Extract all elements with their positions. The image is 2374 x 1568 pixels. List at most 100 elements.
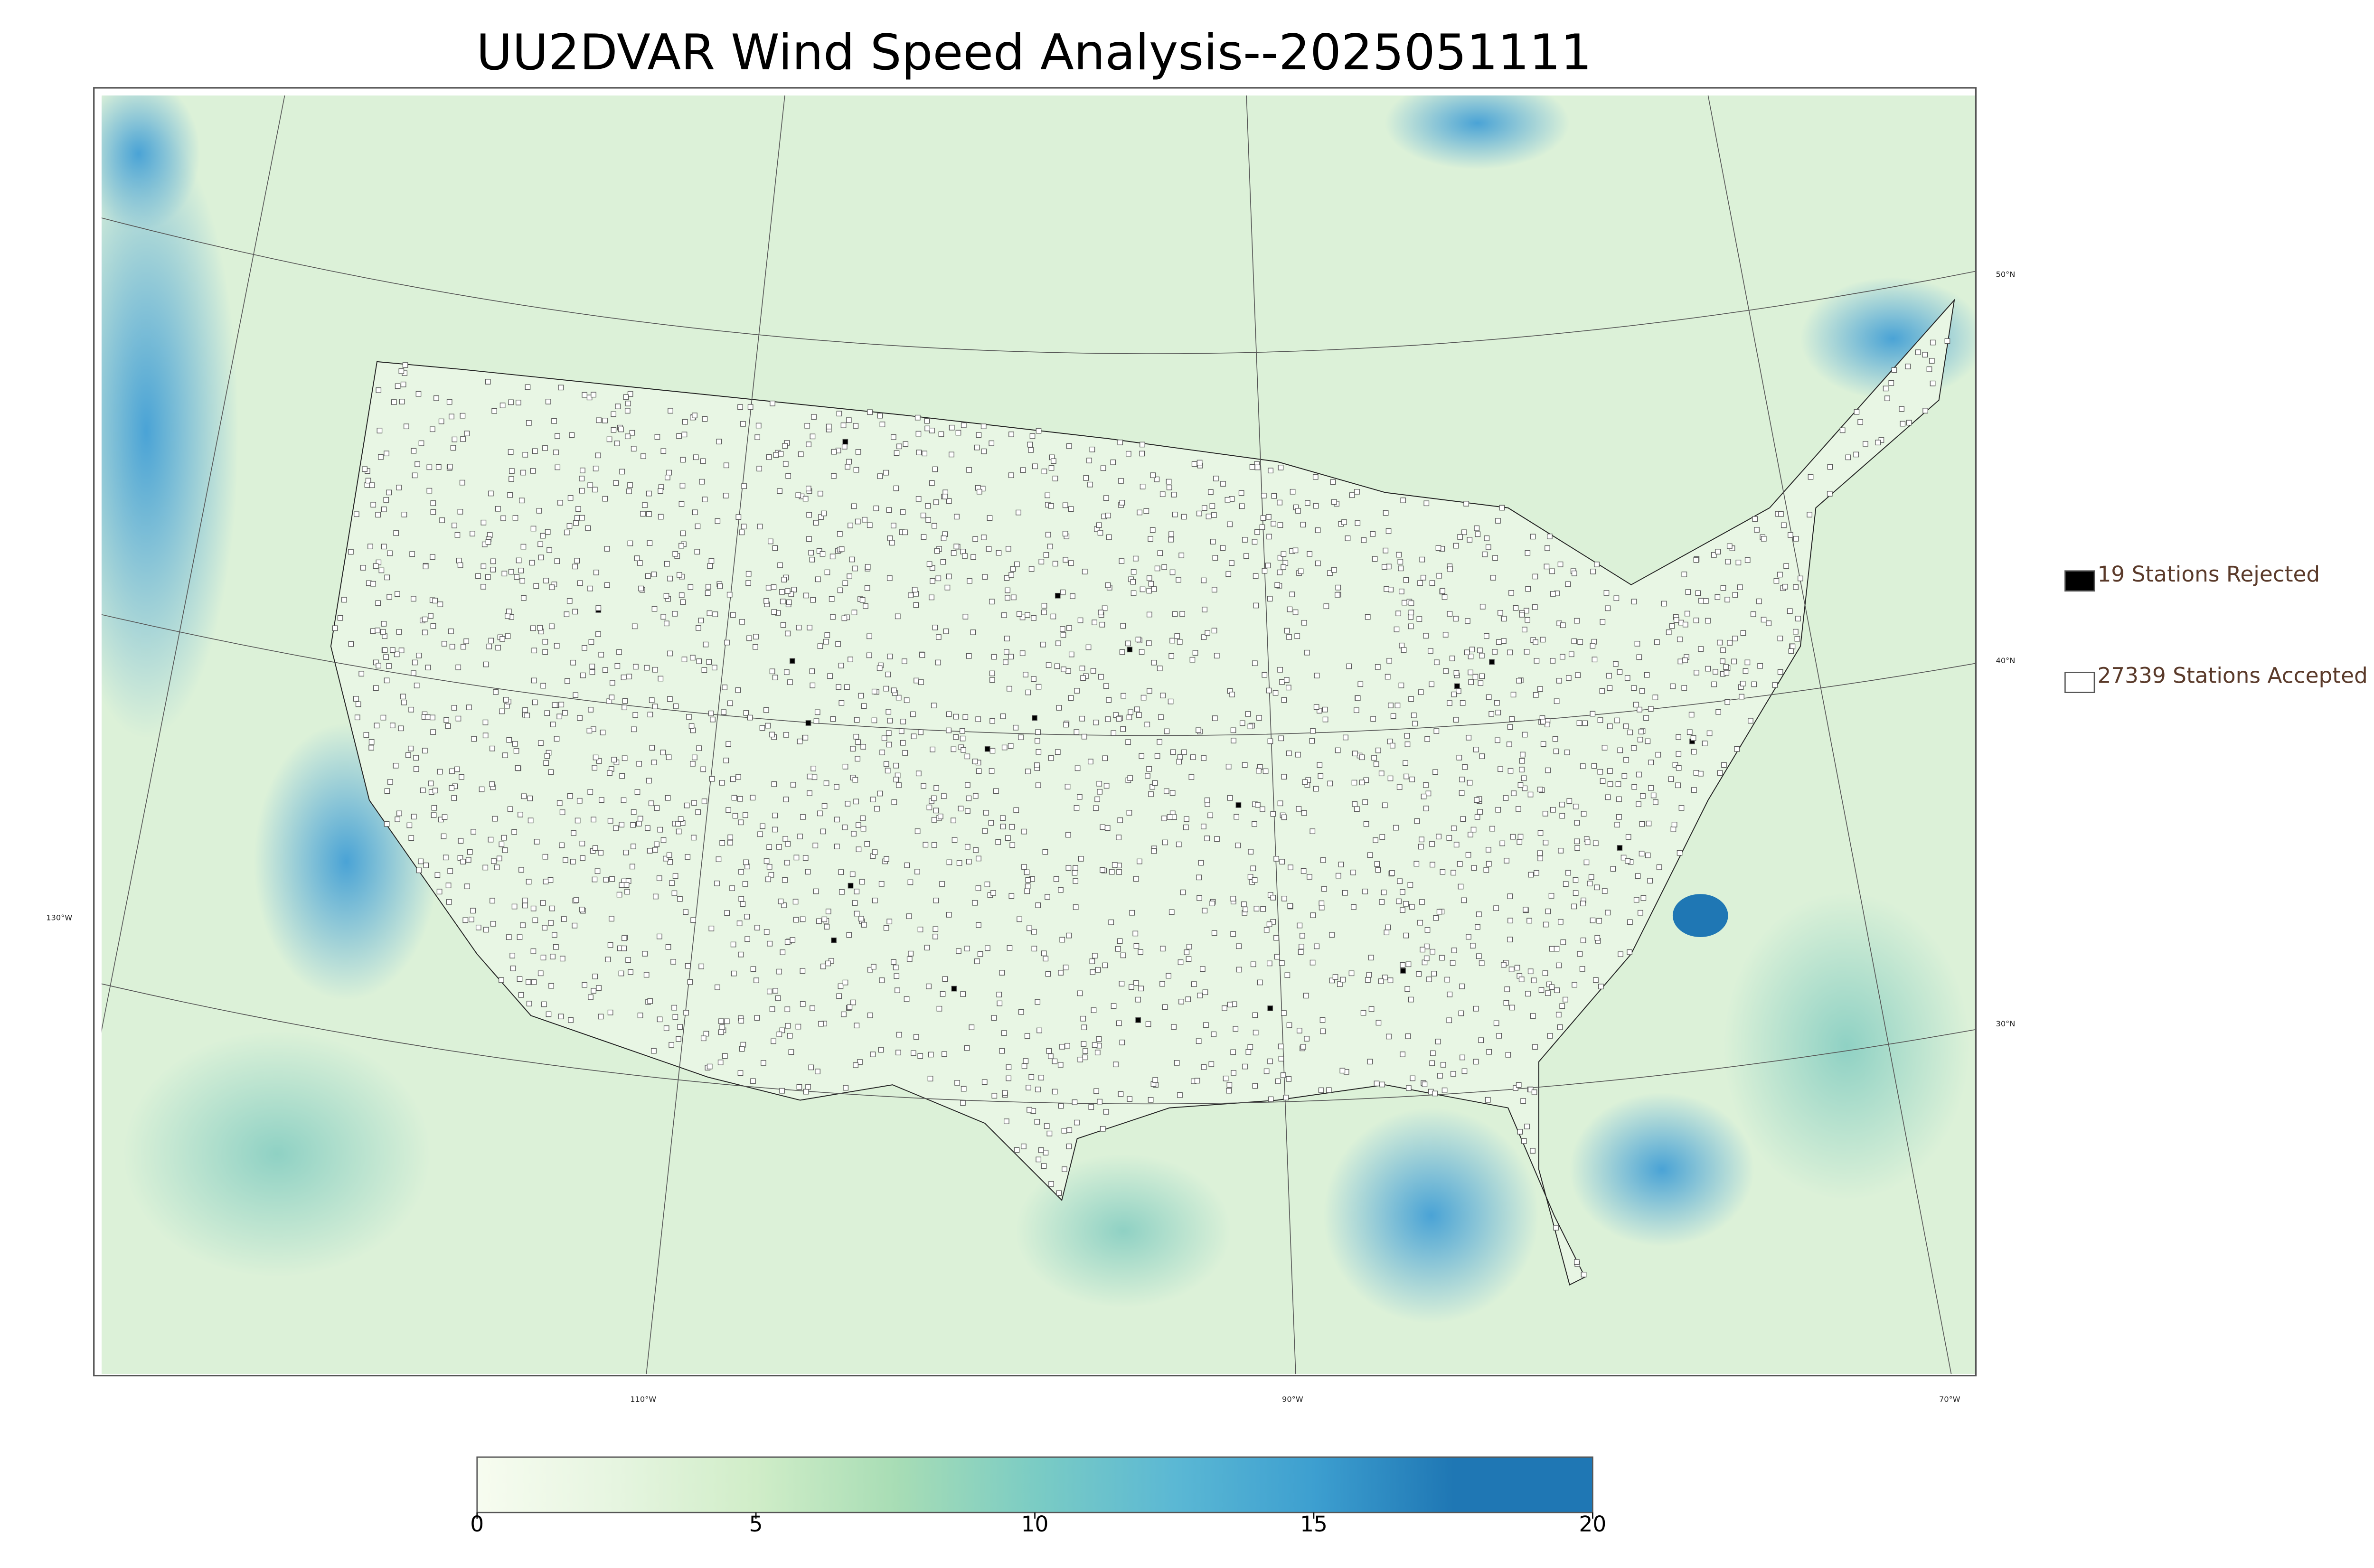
- station-marker: [1732, 592, 1738, 598]
- station-marker: [470, 531, 475, 536]
- station-marker: [708, 710, 714, 716]
- station-marker: [1048, 465, 1055, 471]
- station-marker: [592, 765, 598, 771]
- station-marker: [1242, 1063, 1248, 1070]
- station-marker: [1617, 747, 1623, 753]
- station-marker: [660, 750, 666, 755]
- station-marker: [1484, 535, 1490, 541]
- station-marker: [618, 426, 624, 432]
- station-marker: [732, 813, 738, 819]
- station-marker: [977, 951, 983, 957]
- station-marker: [1446, 835, 1452, 841]
- station-marker: [1263, 1068, 1270, 1074]
- station-marker: [506, 737, 512, 743]
- station-marker: [676, 1036, 681, 1042]
- station-marker: [1417, 920, 1423, 926]
- station-marker: [574, 558, 580, 563]
- station-marker: [981, 448, 987, 454]
- station-marker: [1170, 749, 1176, 755]
- wind-area: [1323, 1108, 1539, 1324]
- station-marker: [1211, 628, 1217, 634]
- station-marker: [455, 664, 462, 670]
- station-marker: [374, 723, 380, 729]
- station-marker: [726, 592, 733, 598]
- station-marker: [1196, 874, 1202, 881]
- station-marker: [1627, 919, 1633, 925]
- station-marker: [506, 609, 512, 614]
- station-marker: [1068, 695, 1074, 701]
- station-marker: [1146, 766, 1152, 772]
- station-marker: [1310, 728, 1316, 734]
- station-marker: [1072, 870, 1078, 876]
- station-marker: [966, 795, 972, 801]
- station-marker: [1508, 590, 1514, 596]
- station-marker: [802, 855, 809, 861]
- station-marker: [542, 649, 548, 655]
- station-marker: [871, 717, 877, 723]
- wind-area: [101, 95, 200, 231]
- station-marker: [1441, 1088, 1448, 1093]
- station-marker: [1092, 620, 1097, 625]
- station-marker: [1099, 621, 1105, 628]
- station-marker: [1559, 1003, 1565, 1009]
- station-marker: [1675, 782, 1681, 789]
- station-marker: [1419, 836, 1424, 843]
- station-marker: [831, 473, 837, 479]
- station-marker: [1743, 668, 1749, 674]
- station-marker: [1408, 623, 1414, 629]
- station-marker: [859, 879, 865, 885]
- station-marker: [1584, 839, 1591, 845]
- station-marker: [1447, 611, 1453, 617]
- station-marker: [1390, 713, 1396, 719]
- station-marker: [1355, 695, 1361, 701]
- station-marker: [1606, 673, 1612, 679]
- station-marker: [623, 849, 629, 855]
- station-marker: [768, 538, 773, 545]
- station-marker: [1631, 599, 1637, 605]
- station-marker: [1365, 614, 1371, 620]
- station-marker: [1633, 897, 1639, 903]
- station-marker: [1145, 773, 1150, 779]
- station-marker: [724, 910, 730, 916]
- station-marker: [1748, 718, 1753, 724]
- station-marker: [1396, 552, 1402, 558]
- station-marker: [404, 423, 409, 430]
- station-marker: [1320, 857, 1326, 863]
- station-marker: [1052, 561, 1058, 567]
- station-marker: [1163, 788, 1169, 794]
- station-marker: [1643, 715, 1649, 721]
- station-marker: [902, 750, 908, 756]
- station-marker: [1014, 561, 1020, 567]
- station-marker: [526, 979, 531, 985]
- station-marker: [920, 512, 926, 518]
- wind-area: [1385, 95, 1570, 169]
- station-marker: [850, 746, 856, 751]
- station-marker: [1473, 747, 1479, 752]
- station-marker: [537, 541, 543, 547]
- station-marker: [1631, 685, 1637, 691]
- station-marker: [1026, 1085, 1031, 1090]
- station-marker: [841, 443, 848, 450]
- station-marker: [1509, 1005, 1515, 1011]
- station-marker: [1003, 659, 1008, 665]
- station-marker: [735, 774, 741, 780]
- station-marker: [1507, 768, 1514, 774]
- station-marker: [838, 983, 844, 989]
- station-marker: [1543, 840, 1549, 845]
- station-marker: [925, 503, 931, 509]
- station-marker: [519, 578, 526, 584]
- station-marker: [1103, 683, 1109, 689]
- station-marker: [1065, 865, 1072, 871]
- station-marker: [398, 648, 405, 653]
- station-marker: [666, 469, 672, 476]
- station-marker: [488, 836, 494, 843]
- station-marker: [735, 687, 741, 693]
- station-marker: [1077, 617, 1083, 623]
- station-marker: [380, 629, 386, 635]
- station-marker: [1140, 441, 1145, 448]
- station-marker: [621, 797, 627, 803]
- station-marker: [387, 779, 393, 785]
- station-marker: [845, 801, 851, 807]
- station-marker: [628, 969, 633, 975]
- station-marker: [622, 935, 627, 941]
